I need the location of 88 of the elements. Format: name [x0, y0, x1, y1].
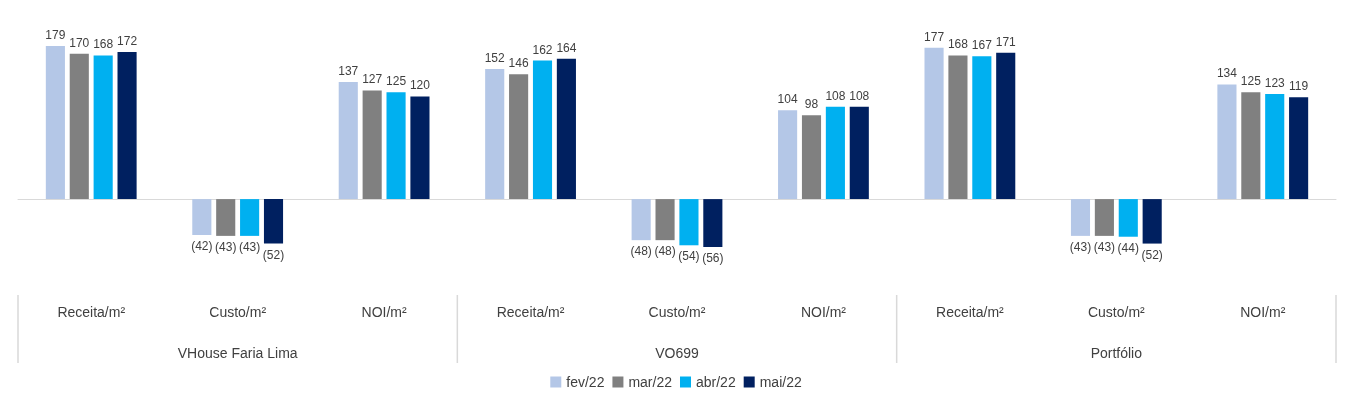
data-label: 162	[532, 42, 553, 57]
x-tick-label: Receita/m²	[496, 304, 565, 320]
data-label: 168	[93, 37, 114, 52]
data-label: (43)	[1069, 239, 1092, 254]
bar	[69, 53, 89, 200]
data-label: 134	[1216, 66, 1238, 81]
data-label: 164	[556, 40, 577, 55]
x-tick-label: NOI/m²	[1240, 304, 1286, 320]
bar	[410, 96, 430, 200]
data-label: (48)	[654, 244, 676, 259]
bar	[679, 199, 699, 246]
bar	[117, 51, 137, 200]
data-label: 123	[1264, 75, 1286, 90]
data-label: (52)	[1141, 247, 1163, 262]
bar	[801, 115, 822, 200]
x-tick-label: NOI/m²	[800, 304, 847, 320]
bar	[655, 199, 675, 241]
bar	[1289, 97, 1309, 200]
bar	[485, 69, 505, 200]
data-label: 98	[804, 97, 819, 112]
data-label: 179	[45, 28, 66, 42]
bar	[216, 199, 236, 236]
legend-label: mai/22	[759, 374, 802, 390]
bar	[825, 106, 845, 200]
bar	[45, 46, 65, 200]
data-label: (54)	[678, 249, 700, 264]
bar	[972, 56, 992, 200]
bar	[631, 199, 651, 241]
bar	[509, 74, 529, 200]
data-label: 137	[338, 63, 359, 78]
data-label: 127	[362, 72, 383, 87]
data-label: 120	[409, 78, 431, 93]
bar	[240, 199, 260, 236]
data-label: (43)	[215, 239, 237, 254]
bar	[1094, 199, 1114, 236]
text: Portfólio	[1090, 345, 1143, 361]
bar	[924, 47, 944, 200]
data-label: 125	[386, 74, 407, 89]
data-label: 152	[484, 51, 506, 66]
data-label: 104	[777, 92, 798, 107]
data-label: (44)	[1117, 240, 1139, 255]
bar	[996, 52, 1016, 200]
data-label: 172	[117, 33, 138, 48]
data-label: 146	[508, 56, 529, 71]
bar	[1142, 199, 1162, 244]
bar	[192, 199, 212, 236]
data-label: 170	[69, 35, 90, 50]
bar	[556, 58, 576, 200]
x-tick-label: Receita/m²	[936, 304, 1005, 320]
bar	[1070, 199, 1091, 236]
data-label: 167	[971, 38, 993, 53]
text: VHouse Faria Lima	[177, 345, 298, 361]
bar	[338, 81, 358, 200]
bar	[1241, 92, 1261, 200]
data-label: 125	[1240, 74, 1262, 89]
data-label: 171	[995, 34, 1017, 49]
bar	[1118, 199, 1138, 237]
bar	[386, 92, 406, 200]
x-tick-label: Custo/m²	[648, 304, 706, 320]
data-label: 108	[849, 88, 870, 103]
data-label: (43)	[1093, 239, 1116, 254]
bar	[1265, 93, 1285, 200]
data-label: (52)	[262, 247, 285, 262]
bar	[263, 199, 284, 244]
data-label: (42)	[191, 239, 213, 254]
data-label: (48)	[630, 244, 652, 259]
bar	[948, 55, 968, 200]
data-label: (56)	[702, 251, 724, 265]
bar	[1217, 84, 1237, 200]
text: VO699	[655, 345, 699, 361]
data-label: 119	[1289, 79, 1309, 94]
bar	[362, 90, 382, 200]
x-tick-label: Receita/m²	[57, 304, 126, 320]
data-label: 177	[924, 29, 945, 44]
legend-label: mar/22	[628, 374, 673, 390]
bar	[849, 106, 869, 200]
data-label: 168	[947, 37, 969, 52]
x-tick-label: Custo/m²	[1087, 304, 1146, 320]
bar	[703, 199, 723, 247]
data-label: (43)	[238, 239, 261, 254]
data-label: 108	[825, 88, 846, 103]
x-tick-label: NOI/m²	[361, 304, 407, 320]
bar	[778, 110, 798, 200]
bar	[532, 60, 553, 200]
legend-label: abr/22	[696, 374, 736, 390]
bar	[93, 55, 113, 200]
x-tick-label: Custo/m²	[209, 304, 267, 320]
legend-label: fev/22	[566, 374, 605, 390]
